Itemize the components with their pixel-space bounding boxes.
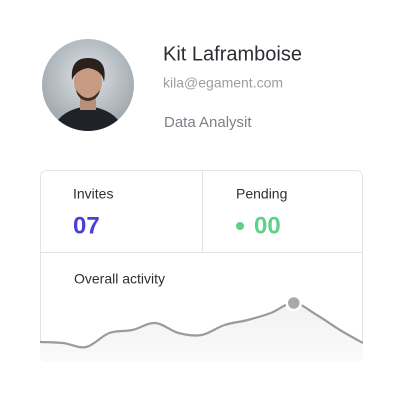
activity-area xyxy=(40,302,363,362)
status-dot xyxy=(236,222,244,230)
email: kila@egament.com xyxy=(163,75,283,91)
stat-value: 00 xyxy=(254,212,281,239)
name: Kit Laframboise xyxy=(163,43,302,65)
peak-dot xyxy=(285,294,303,312)
activity-line xyxy=(40,301,363,349)
stat-label: Invites xyxy=(73,186,113,202)
avatar xyxy=(42,39,134,131)
stat-value: 07 xyxy=(73,212,100,239)
activity-label: Overall activity xyxy=(74,271,165,287)
sparkline xyxy=(40,294,363,362)
stat-label: Pending xyxy=(236,186,287,202)
role: Data Analysit xyxy=(164,114,252,131)
